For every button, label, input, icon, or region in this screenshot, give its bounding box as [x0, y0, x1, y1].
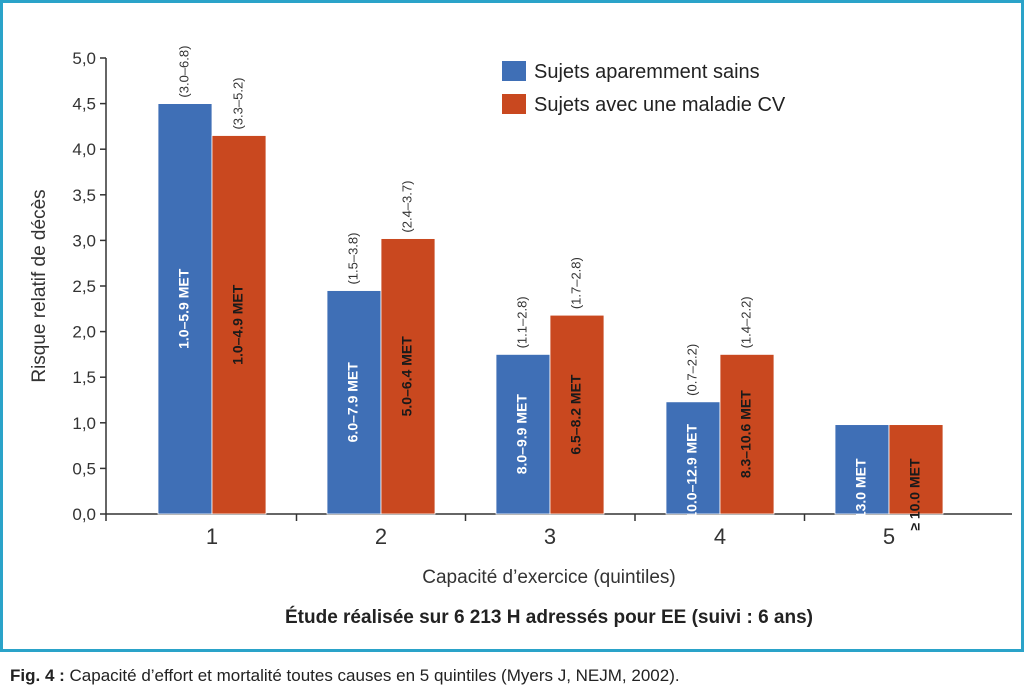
y-tick-label: 3,5 [72, 186, 96, 205]
x-tick-label: 1 [206, 524, 218, 549]
y-tick-label: 2,0 [72, 323, 96, 342]
bar-chart: 0,0 0,5 1,0 1,5 2,0 2,5 3,0 3,5 4,0 4,5 5,0 1 2 3 4 5 1.… [29, 46, 1012, 628]
y-tick-label: 1,0 [72, 414, 96, 433]
bar-cv [211, 135, 267, 515]
legend-swatch [502, 61, 526, 81]
bar-data-label: 1.0–5.9 MET [176, 268, 192, 349]
bar-data-label: ≥ 10.0 MET [907, 458, 923, 531]
x-tick-label: 2 [375, 524, 387, 549]
bar-data-label: ≥ 13.0 MET [853, 458, 869, 531]
bar-healthy [834, 424, 890, 515]
bar-data-label: 8.3–10.6 MET [738, 390, 754, 478]
confidence-interval-label: (1.5–3.8) [345, 233, 360, 285]
confidence-interval-label: (0.7–2.2) [684, 344, 699, 396]
y-tick-label: 1,5 [72, 368, 96, 387]
bar-cv [380, 238, 436, 515]
confidence-interval-label: (2.4–3.7) [399, 181, 414, 233]
bar-healthy [495, 353, 551, 515]
bar-cv [719, 353, 775, 515]
legend-swatch [502, 94, 526, 114]
caption-text: Capacité d’effort et mortalité toutes ca… [64, 666, 680, 685]
bar-data-label: 1.0–4.9 MET [230, 284, 246, 365]
bar-data-label: 5.0–6.4 MET [399, 336, 415, 417]
bar-healthy [326, 290, 382, 515]
bar-data-label: 8.0–9.9 MET [514, 394, 530, 475]
bar-healthy [157, 103, 213, 515]
x-tick-label: 5 [883, 524, 895, 549]
y-axis-title: Risque relatif de décès [29, 189, 50, 382]
confidence-interval-label: (1.4–2.2) [738, 296, 753, 348]
y-tick-label: 4,0 [72, 140, 96, 159]
confidence-interval-label: (3.0–6.8) [176, 46, 191, 98]
figure-caption: Fig. 4 : Capacité d’effort et mortalité … [10, 666, 680, 686]
bar-data-label: 6.0–7.9 MET [345, 362, 361, 443]
y-tick-label: 5,0 [72, 49, 96, 68]
y-tick-label: 0,5 [72, 459, 96, 478]
confidence-interval-label: (1.7–2.8) [568, 257, 583, 309]
y-tick-label: 4,5 [72, 95, 96, 114]
x-axis-title: Capacité d’exercice (quintiles) [422, 567, 675, 588]
x-tick-label: 4 [714, 524, 726, 549]
bar-data-label: 6.5–8.2 MET [568, 374, 584, 455]
confidence-interval-label: (3.3–5.2) [230, 77, 245, 129]
bar-cv [888, 424, 944, 515]
y-tick-label: 0,0 [72, 505, 96, 524]
chart-subtitle: Étude réalisée sur 6 213 H adressés pour… [285, 606, 813, 628]
x-tick-label: 3 [544, 524, 556, 549]
bar-cv [549, 314, 605, 515]
y-tick-label: 2,5 [72, 277, 96, 296]
legend-label: Sujets avec une maladie CV [534, 94, 786, 116]
legend-label: Sujets aparemment sains [534, 61, 760, 83]
confidence-interval-label: (1.1–2.8) [514, 296, 529, 348]
y-tick-label: 3,0 [72, 231, 96, 250]
caption-prefix: Fig. 4 : [10, 666, 65, 685]
bar-data-label: 10.0–12.9 MET [684, 424, 700, 520]
